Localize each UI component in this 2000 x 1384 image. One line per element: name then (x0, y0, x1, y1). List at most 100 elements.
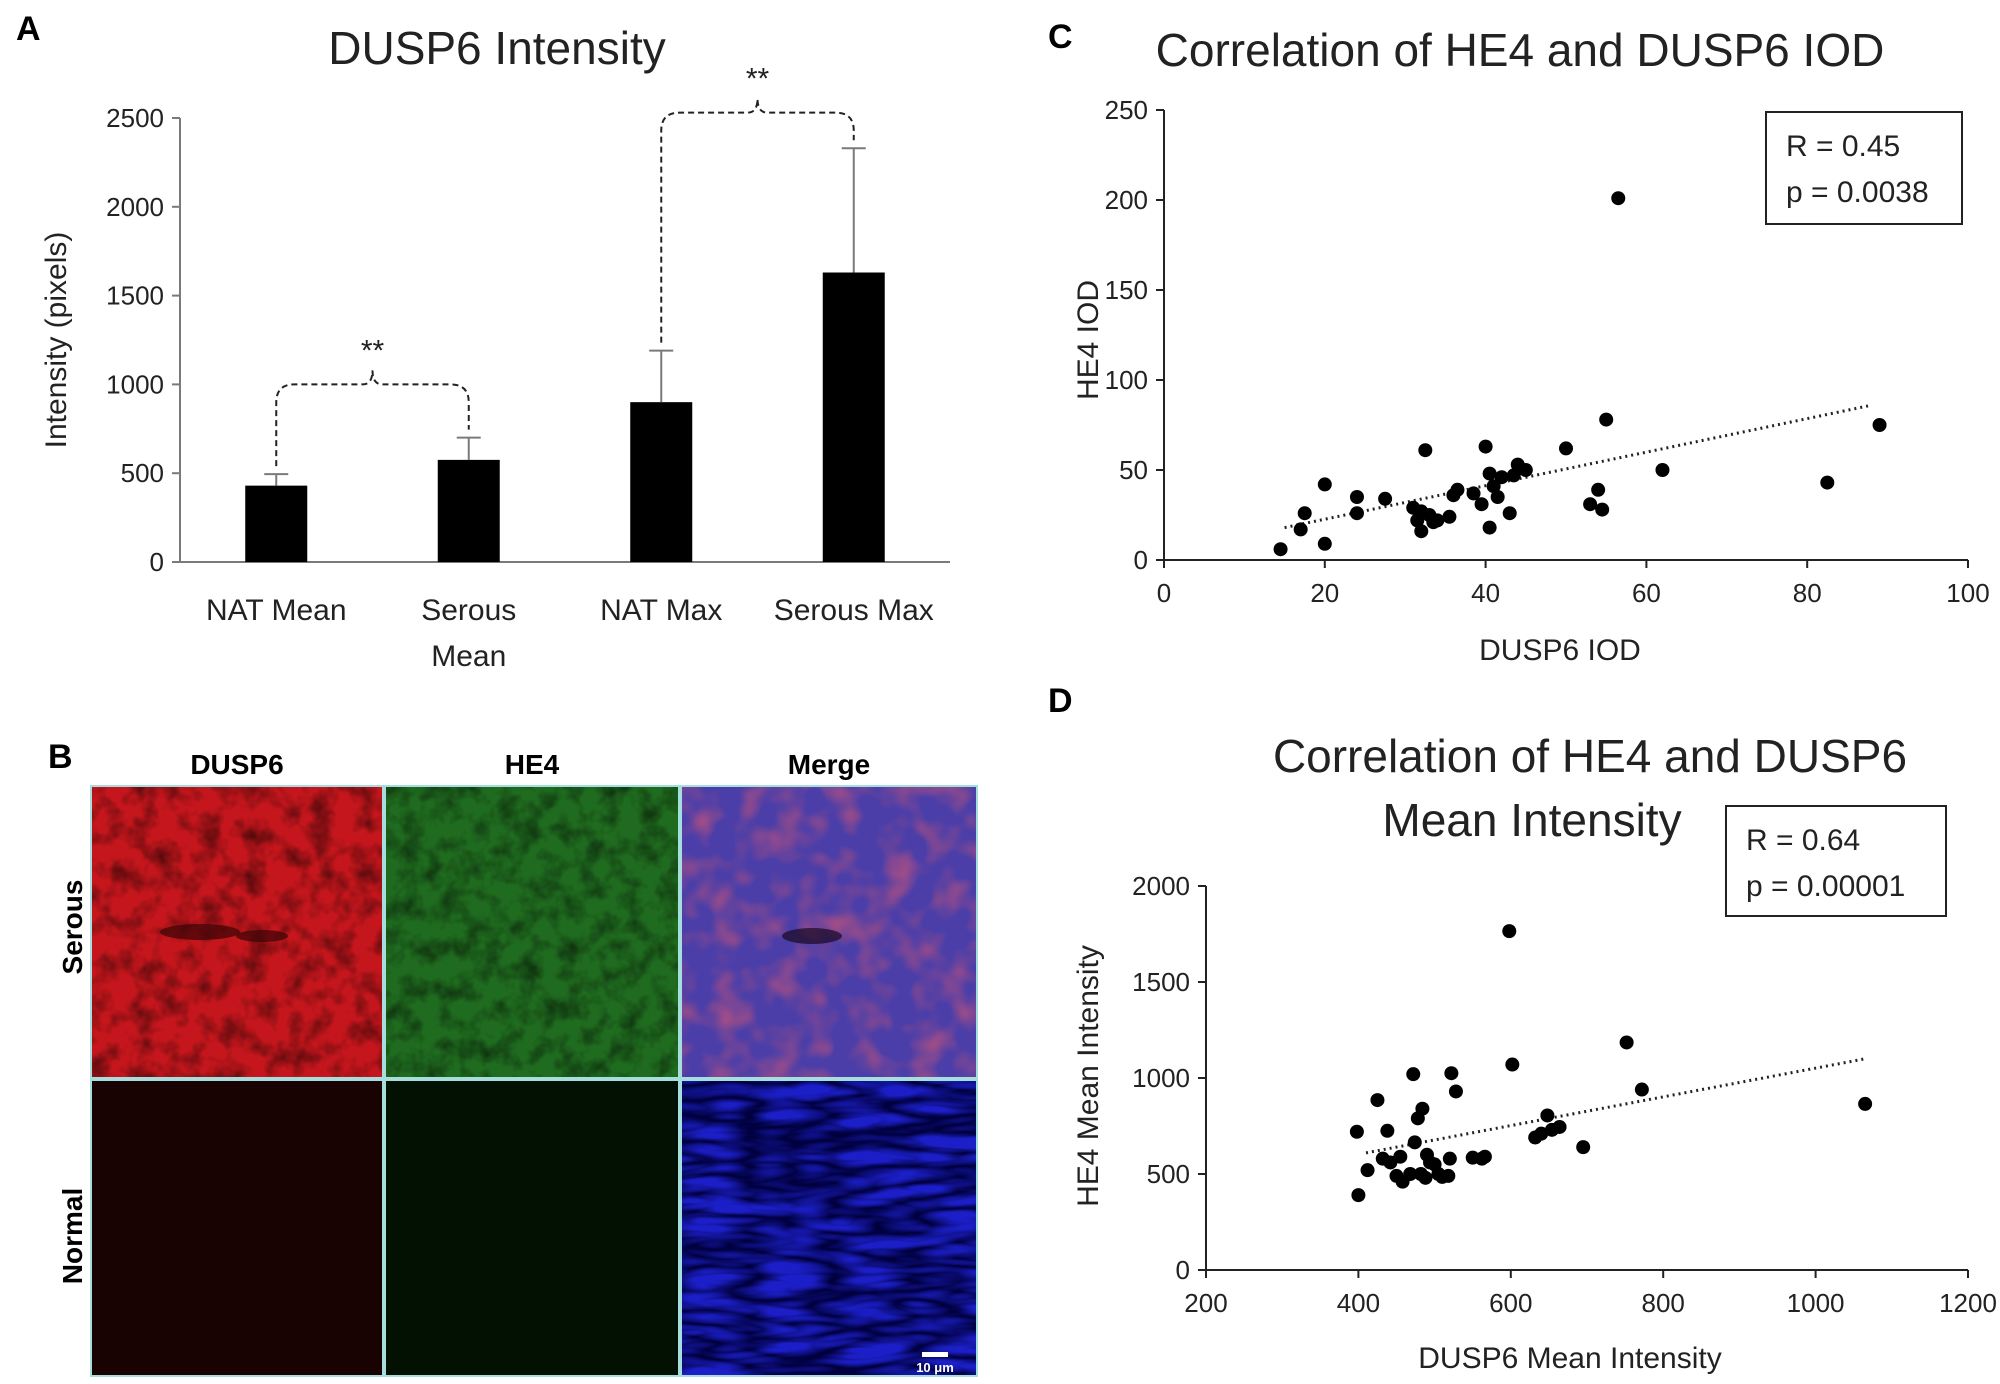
micro-normal-he4 (386, 1081, 678, 1375)
data-point (1583, 497, 1598, 512)
data-point (1450, 482, 1465, 497)
data-point (1414, 524, 1429, 539)
data-point (1407, 1135, 1422, 1150)
data-point (1466, 486, 1481, 501)
chart-a-category-label: NAT Mean (206, 594, 347, 627)
scale-bar (922, 1352, 948, 1357)
chart-a-category-label: NAT Max (600, 594, 722, 627)
xtick-label: 400 (1337, 1288, 1380, 1318)
chart-c-xlabel: DUSP6 IOD (1479, 634, 1641, 667)
data-point (1349, 506, 1364, 521)
data-point (1482, 520, 1497, 535)
chart-a-categories: NAT Mean Serous Mean NAT Max Serous Max (206, 594, 934, 673)
chart-a-bars (245, 147, 885, 562)
chart-a-significance: ** ** (275, 63, 855, 467)
micro-col-dusp6: DUSP6 (190, 749, 283, 780)
ytick-label: 1500 (1132, 967, 1190, 997)
chart-a-significance-label: ** (746, 63, 770, 96)
chart-a-significance-bracket (660, 98, 855, 343)
trendline (1365, 1057, 1866, 1155)
ytick-label: 1000 (1132, 1063, 1190, 1093)
data-point (1360, 1163, 1375, 1178)
chart-d-points (1349, 924, 1873, 1203)
data-point (1482, 466, 1497, 481)
chart-a-axes (179, 118, 950, 563)
data-point (1552, 1119, 1567, 1134)
chart-a-ytick-label: 2500 (106, 103, 164, 133)
data-point (1297, 506, 1312, 521)
data-point (1505, 1057, 1520, 1072)
xtick-label: 1000 (1787, 1288, 1845, 1318)
chart-a-ytick-label: 1000 (106, 369, 164, 399)
ytick-label: 50 (1119, 455, 1148, 485)
chart-a-category-label: Serous (421, 594, 516, 627)
data-point (1403, 1167, 1418, 1181)
xtick-label: 200 (1184, 1288, 1227, 1318)
xtick-label: 0 (1157, 578, 1171, 608)
data-point (1534, 1126, 1549, 1141)
data-point (1273, 542, 1288, 557)
chart-a-bar (245, 485, 308, 562)
chart-d-title: Correlation of HE4 and DUSP6 (1273, 730, 1907, 782)
chart-d-axes (1205, 886, 1968, 1271)
micro-normal-dusp6 (92, 1081, 382, 1375)
data-point (1415, 1101, 1430, 1116)
chart-d-stat-r: R = 0.64 (1746, 824, 1860, 857)
data-point (1418, 443, 1433, 458)
panel-letter-a: A (16, 10, 41, 48)
chart-a-significance-bracket (275, 370, 470, 467)
data-point (1486, 479, 1501, 494)
data-point (1872, 418, 1887, 432)
panel-letter-c: C (1048, 18, 1073, 56)
data-point (1442, 509, 1457, 524)
data-point (1518, 463, 1533, 477)
data-point (1442, 1151, 1457, 1166)
micro-serous-he4 (386, 787, 678, 1077)
chart-c-title: Correlation of HE4 and DUSP6 IOD (1156, 24, 1885, 76)
xtick-label: 800 (1642, 1288, 1685, 1318)
chart-d-stats-box: R = 0.64 p = 0.00001 (1725, 805, 1947, 917)
data-point (1858, 1096, 1873, 1111)
ytick-label: 500 (1147, 1159, 1190, 1189)
xtick-label: 40 (1471, 578, 1500, 608)
chart-d-xlabel: DUSP6 Mean Intensity (1418, 1342, 1721, 1375)
data-point (1351, 1188, 1366, 1203)
micro-serous-dusp6 (92, 787, 382, 1077)
ytick-label: 0 (1176, 1255, 1190, 1285)
data-point (1418, 1170, 1433, 1185)
data-point (1611, 191, 1626, 206)
chart-d-trendline (1365, 1057, 1866, 1155)
data-point (1540, 1108, 1555, 1123)
ytick-label: 250 (1105, 95, 1148, 125)
chart-a-ytick-label: 1500 (106, 281, 164, 311)
trendline (1284, 403, 1872, 530)
xtick-label: 600 (1489, 1288, 1532, 1318)
data-point (1378, 491, 1393, 506)
xtick-label: 1200 (1939, 1288, 1997, 1318)
data-point (1293, 522, 1308, 537)
scatter-chart-iod: Correlation of HE4 and DUSP6 IOD DUSP6 I… (1072, 24, 1990, 667)
data-point (1490, 490, 1505, 504)
ytick-label: 0 (1134, 545, 1148, 575)
ytick-label: 100 (1105, 365, 1148, 395)
chart-c-stats-box: R = 0.45 p = 0.0038 (1765, 111, 1963, 225)
chart-a-ytick-label: 2000 (106, 192, 164, 222)
data-point (1502, 506, 1517, 521)
chart-d-stat-p: p = 0.00001 (1746, 870, 1905, 903)
ytick-label: 200 (1105, 185, 1148, 215)
data-point (1619, 1035, 1634, 1050)
micro-serous-merge (682, 787, 976, 1077)
chart-c-points (1273, 191, 1887, 557)
ytick-label: 150 (1105, 275, 1148, 305)
data-point (1559, 441, 1573, 456)
data-point (1494, 470, 1509, 485)
xtick-label: 60 (1632, 578, 1661, 608)
chart-c-stat-p: p = 0.0038 (1786, 176, 1929, 209)
data-point (1441, 1168, 1456, 1183)
micrograph-grid: DUSP6 HE4 Merge Serous Normal (57, 749, 978, 1377)
data-point (1317, 477, 1332, 492)
panel-letter-b: B (48, 738, 73, 776)
xtick-label: 80 (1793, 578, 1822, 608)
data-point (1430, 513, 1445, 528)
